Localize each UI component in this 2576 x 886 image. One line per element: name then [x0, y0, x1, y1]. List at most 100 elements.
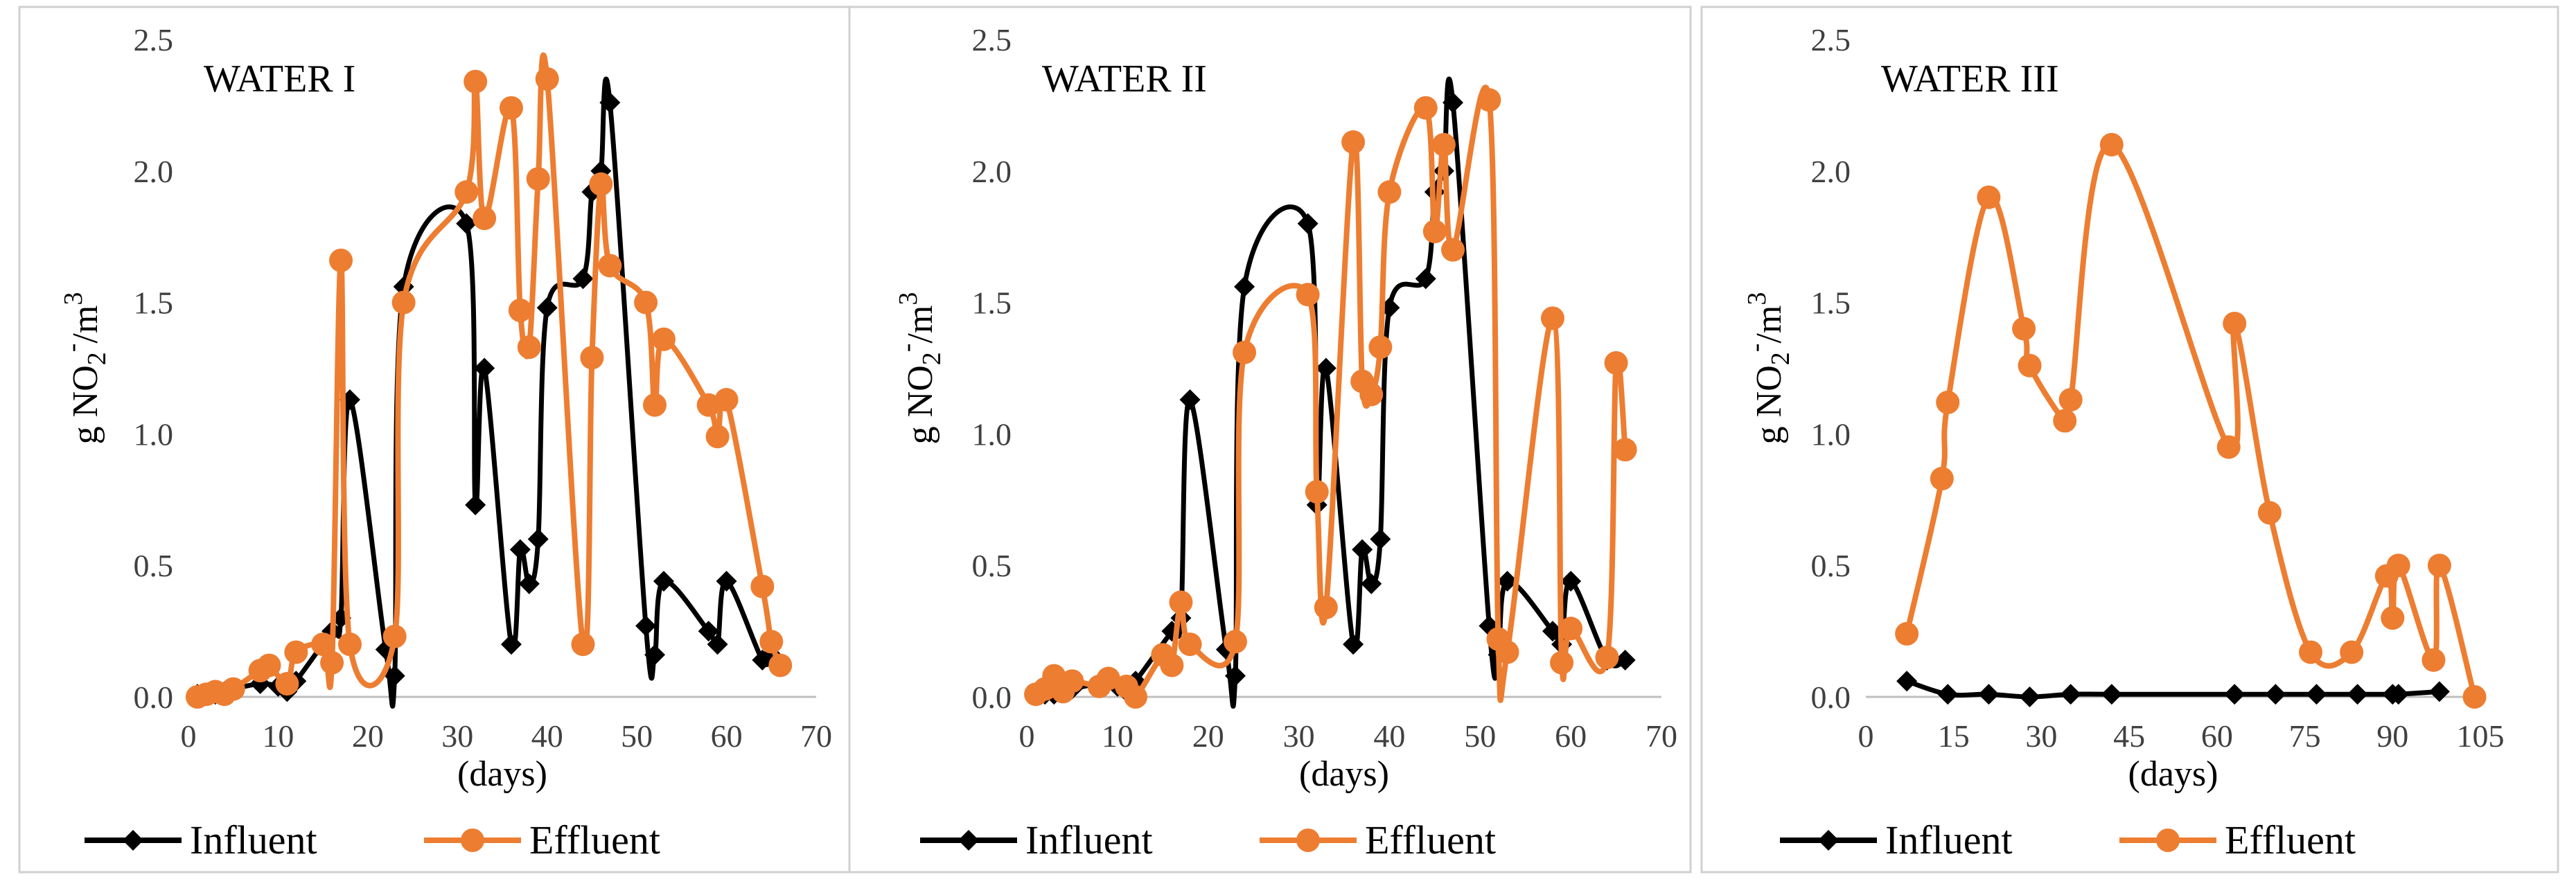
legend-marker-circle	[1296, 829, 1320, 852]
legend-marker-diamond	[958, 830, 979, 851]
data-point	[1314, 595, 1338, 619]
data-point	[1415, 268, 1436, 290]
data-point	[2381, 606, 2405, 630]
data-point	[1495, 640, 1519, 664]
x-tick-label: 75	[2289, 718, 2321, 754]
legend-label-influent: Influent	[1885, 817, 2013, 862]
legend-label-effluent: Effluent	[2225, 817, 2356, 862]
data-point	[1477, 88, 1501, 112]
y-axis-title: g NO2-/m3	[892, 292, 946, 445]
data-point	[464, 69, 488, 94]
x-tick-label: 0	[181, 718, 197, 754]
data-point	[275, 672, 299, 696]
x-tick-label: 15	[1938, 718, 1970, 754]
data-point	[696, 393, 721, 417]
y-tick-label: 2.5	[972, 22, 1012, 57]
x-tick-label: 60	[2201, 718, 2233, 754]
x-tick-label: 0	[1858, 718, 1874, 754]
data-point	[384, 665, 405, 686]
y-tick-label: 2.5	[1811, 22, 1851, 57]
data-point	[1341, 130, 1366, 154]
x-tick-label: 90	[2376, 718, 2408, 754]
chart-panel-1: 0.0 0.5 1.0 1.5 2.0 2.5 0 10 20 30 40 50 60 70 (days) g…	[18, 6, 851, 874]
data-point	[391, 290, 416, 314]
x-tick-label: 70	[1646, 718, 1677, 754]
data-point	[750, 574, 775, 599]
data-point	[1377, 180, 1402, 204]
data-point	[716, 570, 737, 592]
data-point	[2060, 684, 2081, 705]
data-point	[2427, 553, 2451, 578]
data-point	[2019, 686, 2040, 707]
x-tick-label: 60	[1555, 718, 1587, 754]
panel-frame	[1700, 6, 2559, 874]
x-tick-label: 0	[1019, 718, 1035, 754]
data-point	[1604, 351, 1628, 375]
data-point	[1368, 335, 1393, 360]
y-tick-label: 1.0	[134, 416, 174, 452]
x-axis-title: (days)	[457, 754, 547, 794]
y-tick-label: 0.0	[1811, 680, 1851, 715]
panel-frame	[848, 6, 1692, 874]
legend: Influent Effluent	[920, 817, 1496, 862]
data-point	[499, 96, 523, 120]
data-point	[2101, 684, 2122, 705]
y-tick-label: 0.5	[1811, 548, 1851, 583]
data-point	[1305, 479, 1329, 504]
y-tick-label: 1.0	[1811, 416, 1851, 452]
y-axis-title: g NO2-/m3	[1741, 292, 1795, 445]
legend-marker-diamond	[1818, 830, 1839, 851]
data-point	[1930, 466, 1954, 490]
data-point	[1315, 357, 1336, 379]
data-point	[1178, 632, 1202, 657]
x-tick-label: 30	[441, 718, 473, 754]
data-point	[382, 624, 407, 648]
data-point	[714, 388, 739, 412]
data-point	[2216, 435, 2241, 459]
data-point	[1540, 306, 1564, 330]
data-point	[311, 632, 335, 657]
y-tick-label: 0.0	[972, 680, 1012, 715]
data-point	[635, 615, 657, 637]
data-point	[705, 425, 730, 449]
data-point	[759, 630, 784, 654]
data-point	[598, 254, 622, 278]
data-point	[456, 213, 477, 234]
data-point	[2386, 553, 2410, 578]
data-point	[698, 621, 719, 642]
data-point	[1160, 653, 1184, 677]
x-tick-label: 20	[1192, 718, 1224, 754]
data-point	[768, 653, 793, 677]
x-tick-label: 10	[1102, 718, 1133, 754]
data-point	[1560, 570, 1582, 592]
data-point	[572, 268, 594, 290]
data-point	[535, 67, 559, 91]
data-point	[518, 573, 540, 594]
data-point	[508, 298, 532, 322]
y-tick-label: 2.0	[972, 154, 1012, 189]
data-point	[1361, 573, 1382, 594]
series-influent	[1896, 671, 2450, 707]
data-point	[1296, 283, 1320, 307]
y-tick-label: 0.0	[134, 680, 174, 715]
y-tick-label: 1.0	[972, 416, 1012, 452]
data-point	[1559, 617, 1583, 641]
x-tick-label: 30	[2025, 718, 2057, 754]
data-point	[1431, 132, 1456, 157]
data-point	[1359, 382, 1384, 407]
series-effluent	[185, 52, 793, 709]
legend: Influent Effluent	[85, 817, 660, 862]
data-point	[337, 632, 362, 657]
data-point	[2265, 684, 2286, 705]
legend-marker-circle	[461, 829, 484, 852]
data-point	[651, 327, 676, 351]
y-tick-label: 2.5	[134, 22, 174, 57]
data-point	[1169, 590, 1193, 614]
x-tick-label: 105	[2457, 718, 2505, 754]
data-point	[221, 677, 245, 701]
y-tick-label: 2.0	[1811, 154, 1851, 189]
x-tick-label: 50	[621, 718, 653, 754]
panel-label: WATER II	[1042, 57, 1207, 100]
data-point	[1223, 630, 1247, 654]
data-point	[2340, 640, 2364, 664]
